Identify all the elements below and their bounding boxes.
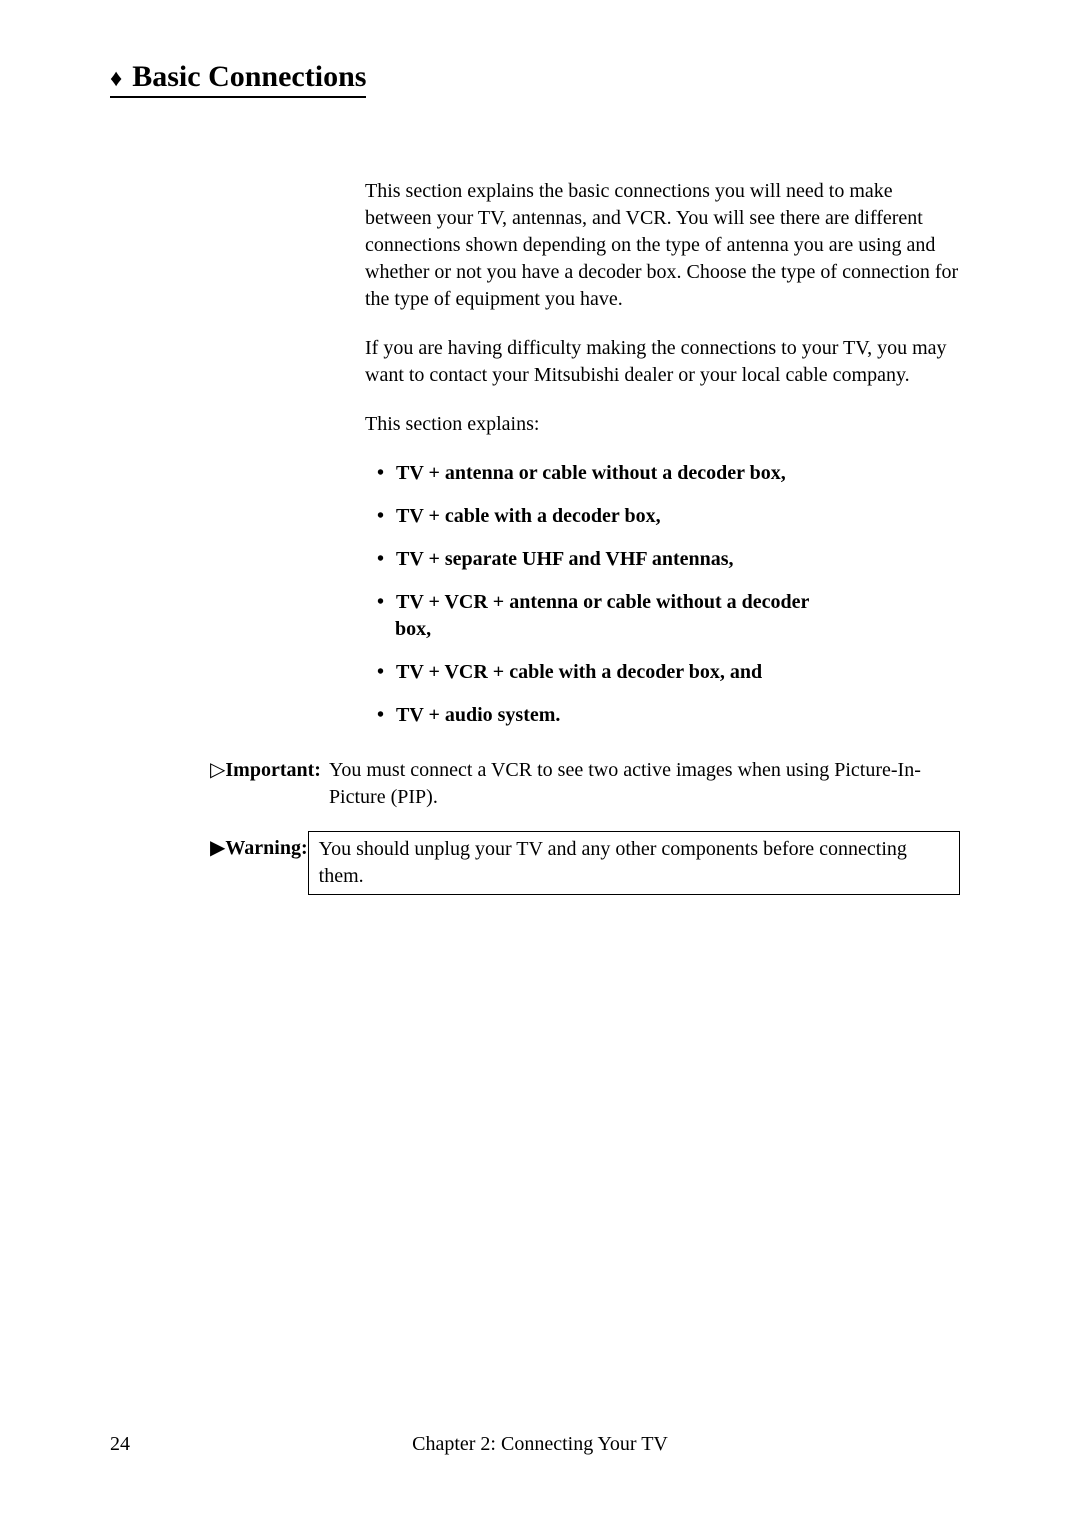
topic-list: TV + antenna or cable without a decoder … xyxy=(365,460,960,729)
warning-label-text: Warning: xyxy=(225,837,307,859)
triangle-filled-icon: ▶ xyxy=(210,835,225,862)
topic-item: TV + VCR + antenna or cable without a de… xyxy=(365,589,815,643)
important-note: ▷Important: You must connect a VCR to se… xyxy=(210,757,960,811)
intro-paragraph-3: This section explains: xyxy=(365,411,960,438)
topic-item: TV + separate UHF and VHF antennas, xyxy=(365,546,960,573)
warning-box: You should unplug your TV and any other … xyxy=(308,831,960,895)
warning-text: You should unplug your TV and any other … xyxy=(319,838,907,887)
triangle-icon: ▷ xyxy=(210,757,225,784)
diamond-icon: ♦ xyxy=(110,67,122,91)
section-title: ♦ Basic Connections xyxy=(110,60,366,98)
chapter-footer: Chapter 2: Connecting Your TV xyxy=(110,1433,970,1456)
topic-item: TV + antenna or cable without a decoder … xyxy=(365,460,960,487)
intro-paragraph-2: If you are having difficulty making the … xyxy=(365,335,960,389)
topic-item: TV + cable with a decoder box, xyxy=(365,503,960,530)
topic-item: TV + VCR + cable with a decoder box, and xyxy=(365,659,960,686)
intro-paragraph-1: This section explains the basic connecti… xyxy=(365,178,960,313)
important-label: ▷Important: xyxy=(210,757,321,784)
title-text: Basic Connections xyxy=(132,60,366,94)
body-content: This section explains the basic connecti… xyxy=(365,178,960,729)
important-label-text: Important: xyxy=(225,759,321,781)
warning-note: ▶Warning: You should unplug your TV and … xyxy=(210,831,960,895)
important-text: You must connect a VCR to see two active… xyxy=(329,757,960,811)
page-footer: 24 Chapter 2: Connecting Your TV xyxy=(0,1433,1080,1456)
page-number: 24 xyxy=(110,1433,130,1456)
topic-item: TV + audio system. xyxy=(365,702,960,729)
warning-label: ▶Warning: xyxy=(210,831,308,862)
